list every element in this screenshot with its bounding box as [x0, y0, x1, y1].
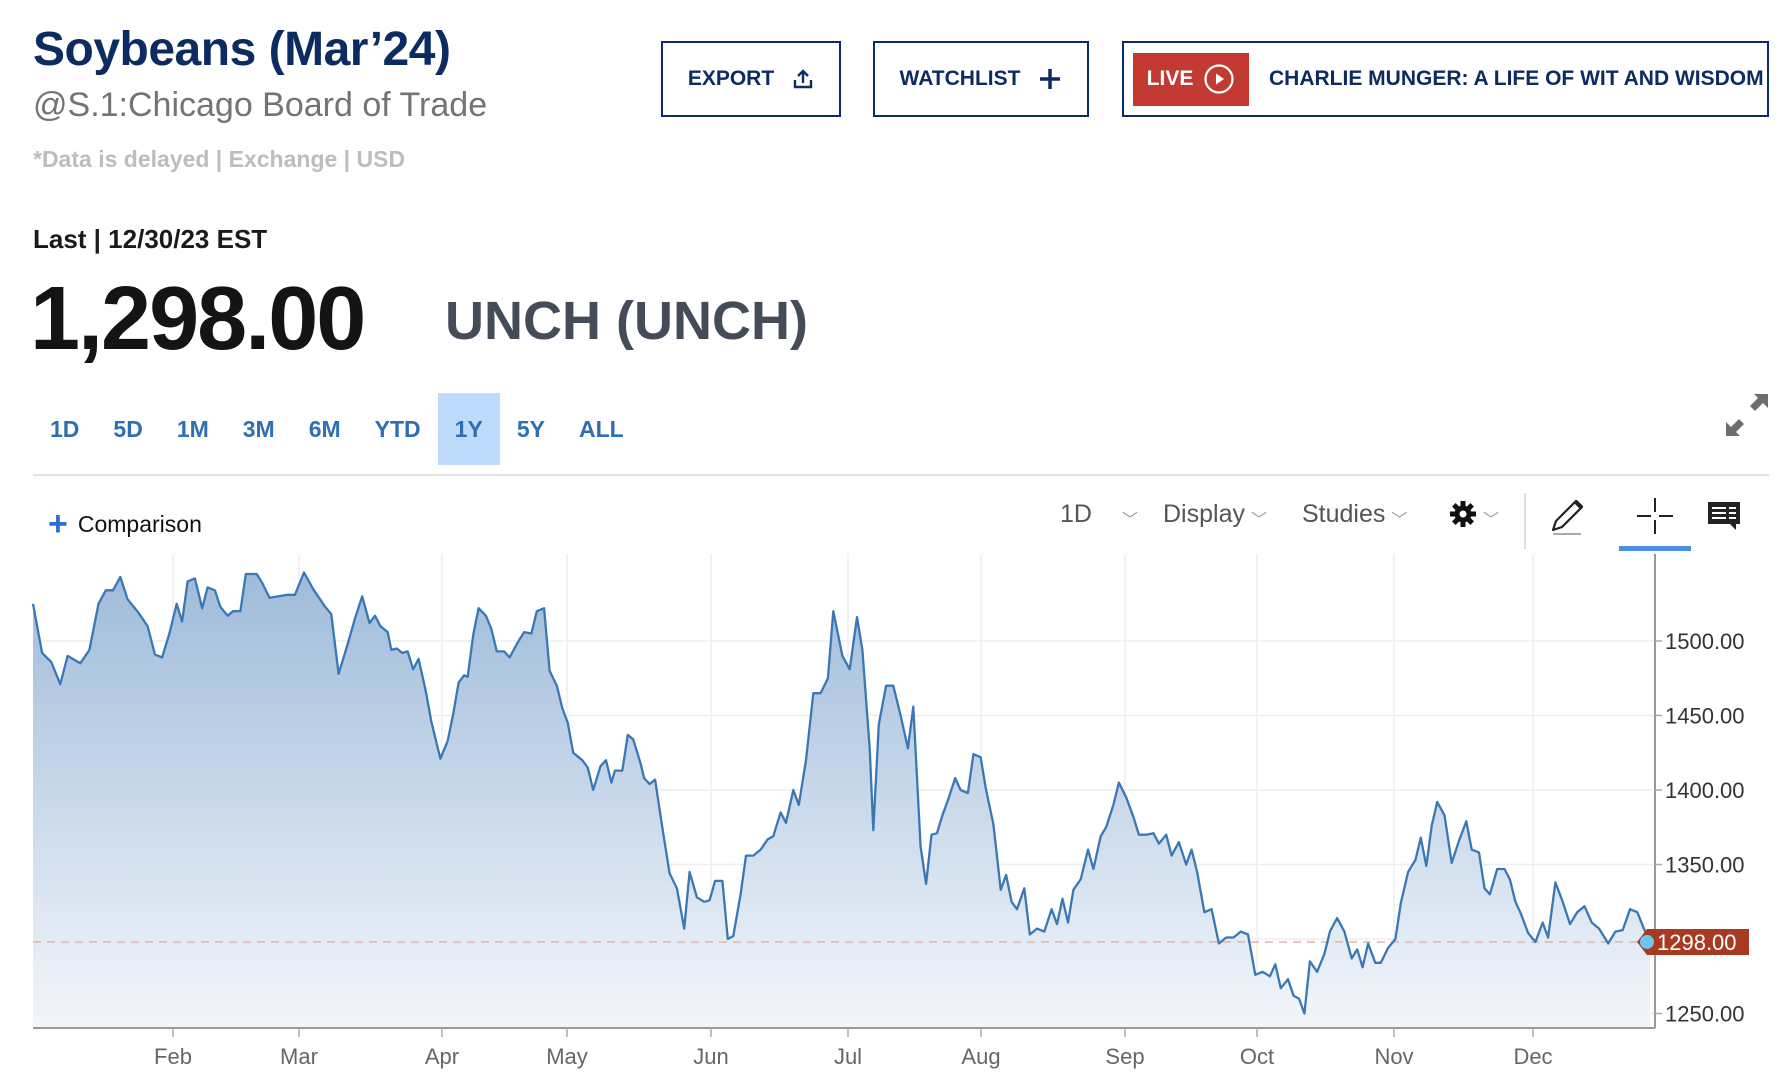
range-3m[interactable]: 3M: [242, 415, 275, 442]
chart-axes: Feb Mar Apr May Jun Jul Aug Sep Oct Nov Dec 1250.00…: [33, 554, 1745, 1069]
live-badge: LIVE: [1133, 52, 1249, 106]
pencil-draw-icon[interactable]: [1545, 494, 1589, 538]
price-area-fill: [33, 572, 1650, 1028]
export-label: EXPORT: [687, 67, 775, 90]
svg-text:Apr: Apr: [425, 1044, 459, 1069]
live-label: LIVE: [1146, 67, 1194, 90]
range-selector: 1D 5D 1M 3M 6M YTD 1Y 5Y ALL: [33, 393, 641, 465]
settings-dropdown[interactable]: ﹀: [1449, 498, 1499, 530]
toolbar-separator: [1524, 493, 1526, 549]
svg-text:Dec: Dec: [1513, 1044, 1552, 1069]
chevron-down-icon: ﹀: [1121, 512, 1138, 529]
plus-icon: +: [48, 505, 68, 543]
add-comparison-button[interactable]: + Comparison: [48, 507, 202, 541]
svg-text:1500.00: 1500.00: [1665, 629, 1745, 654]
svg-text:Feb: Feb: [154, 1044, 192, 1069]
plus-icon: [1040, 69, 1061, 89]
range-5d[interactable]: 5D: [113, 415, 143, 442]
interval-label: 1D: [1060, 499, 1092, 528]
gear-icon: [1450, 501, 1476, 527]
svg-text:1298.00: 1298.00: [1657, 930, 1737, 955]
range-6m[interactable]: 6M: [308, 415, 341, 442]
svg-text:1250.00: 1250.00: [1665, 1002, 1745, 1027]
svg-text:Mar: Mar: [280, 1044, 318, 1069]
live-headline-button[interactable]: LIVE CHARLIE MUNGER: A LIFE OF WIT AND W…: [1122, 41, 1769, 117]
crosshair-active-indicator: [1619, 546, 1691, 551]
range-ytd[interactable]: YTD: [374, 415, 421, 442]
section-divider: [33, 474, 1769, 476]
studies-dropdown[interactable]: Studies ﹀: [1302, 498, 1407, 530]
interval-dropdown[interactable]: 1D ﹀: [1060, 498, 1138, 530]
range-all[interactable]: ALL: [578, 415, 624, 442]
play-circle-icon: [1204, 64, 1234, 94]
studies-label: Studies: [1302, 499, 1386, 528]
price-line: [31, 571, 1652, 1015]
chevron-down-icon: ﹀: [1483, 512, 1500, 529]
price-chart[interactable]: Feb Mar Apr May Jun Jul Aug Sep Oct Nov Dec 1250.00…: [0, 550, 1788, 1082]
watchlist-button[interactable]: WATCHLIST: [873, 41, 1089, 117]
svg-text:1400.00: 1400.00: [1665, 778, 1745, 803]
exchange-subtitle: @S.1:Chicago Board of Trade: [33, 86, 488, 124]
share-upload-icon: [793, 69, 813, 89]
svg-text:Jul: Jul: [834, 1044, 862, 1069]
last-price: 1,298.00: [30, 269, 366, 369]
svg-text:Oct: Oct: [1240, 1044, 1274, 1069]
range-1d[interactable]: 1D: [50, 415, 80, 442]
range-5y[interactable]: 5Y: [516, 415, 545, 442]
expand-fullscreen-icon[interactable]: [1724, 392, 1770, 438]
svg-text:Jun: Jun: [693, 1044, 728, 1069]
export-button[interactable]: EXPORT: [661, 41, 841, 117]
svg-text:May: May: [546, 1044, 588, 1069]
svg-text:Sep: Sep: [1105, 1044, 1144, 1069]
svg-text:1450.00: 1450.00: [1665, 704, 1745, 729]
svg-text:Aug: Aug: [961, 1044, 1000, 1069]
svg-text:1350.00: 1350.00: [1665, 853, 1745, 878]
svg-text:Nov: Nov: [1374, 1044, 1413, 1069]
live-headline: CHARLIE MUNGER: A LIFE OF WIT AND WISDOM: [1269, 67, 1764, 90]
chevron-down-icon: ﹀: [1250, 512, 1267, 529]
chevron-down-icon: ﹀: [1391, 512, 1408, 529]
range-1m[interactable]: 1M: [176, 415, 209, 442]
delayed-note: *Data is delayed | Exchange | USD: [33, 146, 406, 172]
comment-annotation-icon[interactable]: [1702, 494, 1746, 538]
display-dropdown[interactable]: Display ﹀: [1163, 498, 1267, 530]
crosshair-icon[interactable]: [1633, 494, 1677, 538]
last-updated-label: Last | 12/30/23 EST: [33, 224, 268, 254]
display-label: Display: [1163, 499, 1245, 528]
watchlist-label: WATCHLIST: [899, 67, 1021, 90]
last-price-badge: 1298.00: [1637, 928, 1749, 955]
comparison-label: Comparison: [77, 510, 202, 537]
range-1y[interactable]: 1Y: [437, 393, 500, 465]
page-title: Soybeans (Mar’24): [33, 23, 451, 76]
price-change: UNCH (UNCH): [445, 291, 808, 351]
